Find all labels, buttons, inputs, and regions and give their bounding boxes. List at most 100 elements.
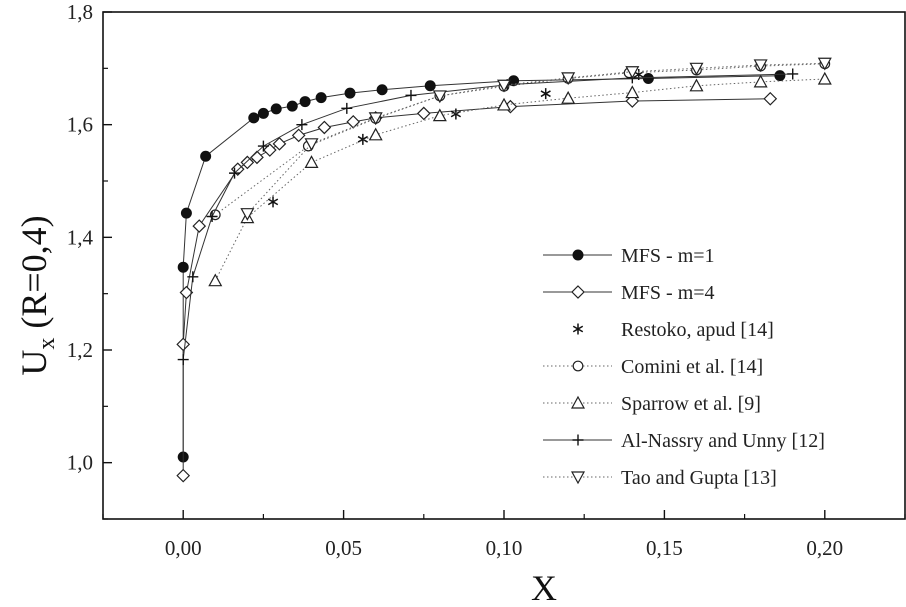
data-point xyxy=(753,59,768,73)
data-point xyxy=(344,87,356,99)
data-point xyxy=(257,140,269,152)
legend-item: MFS - m=4 xyxy=(543,282,715,304)
data-point xyxy=(299,96,311,108)
data-point xyxy=(192,219,207,233)
data-point xyxy=(286,100,298,112)
y-axis-title-rest: (R=0,4) xyxy=(14,215,54,337)
series-line xyxy=(182,75,780,457)
y-axis: 1,0 1,2 1,4 1,6 1,8 xyxy=(67,0,112,520)
data-point xyxy=(496,97,512,111)
data-point xyxy=(272,136,287,151)
plot-area xyxy=(102,11,906,520)
data-point xyxy=(177,354,189,366)
legend-label: Comini et al. [14] xyxy=(621,356,763,378)
data-point xyxy=(787,68,799,80)
data-point xyxy=(432,108,447,122)
data-point xyxy=(376,84,388,96)
data-point xyxy=(817,57,832,71)
data-point xyxy=(180,207,192,219)
x-tick-label: 0,15 xyxy=(646,536,683,560)
legend-item: Tao and Gupta [13] xyxy=(543,467,777,489)
data-point xyxy=(774,70,786,82)
data-point xyxy=(540,88,551,100)
data-point xyxy=(424,80,436,92)
series-line xyxy=(214,78,825,281)
series-line xyxy=(247,62,825,215)
x-tick-label: 0,20 xyxy=(806,536,843,560)
data-point xyxy=(240,208,255,221)
x-axis-title: X xyxy=(531,568,557,607)
data-point xyxy=(416,106,431,121)
data-point xyxy=(689,78,704,92)
y-axis-title: Ux (R=0,4) xyxy=(14,215,60,375)
legend-label: Sparrow et al. [9] xyxy=(621,393,761,415)
legend-item: MFS - m=1 xyxy=(543,245,715,267)
series-4 xyxy=(208,71,832,287)
x-tick-label: 0,00 xyxy=(165,536,202,560)
series-0 xyxy=(177,70,786,463)
y-axis-title-subscript: x xyxy=(34,338,60,350)
data-point xyxy=(625,66,640,79)
data-point xyxy=(291,128,306,143)
legend: MFS - m=1 MFS - m=4 Restoko, apud [14] Comi… xyxy=(543,245,825,489)
legend-item: Restoko, apud [14] xyxy=(572,319,774,341)
data-point xyxy=(200,150,212,162)
data-point xyxy=(753,74,768,88)
data-point xyxy=(496,79,512,93)
series-6 xyxy=(240,57,832,221)
legend-label: MFS - m=1 xyxy=(621,245,715,267)
data-point xyxy=(625,85,640,99)
data-point xyxy=(176,337,191,352)
legend-label: Al-Nassry and Unny [12] xyxy=(621,430,825,452)
data-point xyxy=(432,90,447,104)
data-point xyxy=(240,155,255,170)
series-line xyxy=(215,63,825,216)
data-point xyxy=(561,72,576,86)
series-2 xyxy=(267,69,644,208)
legend-marker xyxy=(572,434,584,446)
data-point xyxy=(405,89,417,101)
data-point xyxy=(357,133,368,145)
legend-item: Comini et al. [14] xyxy=(543,356,763,378)
x-tick-label: 0,10 xyxy=(486,536,523,560)
legend-label: MFS - m=4 xyxy=(621,282,715,304)
svg-text:Ux (R=0,4): Ux (R=0,4) xyxy=(14,215,60,375)
data-point xyxy=(450,108,462,120)
legend-marker xyxy=(570,471,586,485)
legend-label: Restoko, apud [14] xyxy=(621,319,774,341)
data-point xyxy=(817,71,832,85)
data-point xyxy=(270,103,282,115)
y-tick-label: 1,8 xyxy=(67,0,93,24)
data-point xyxy=(368,127,383,141)
legend-marker xyxy=(571,285,585,299)
data-point xyxy=(689,62,704,76)
data-point xyxy=(187,271,199,283)
y-tick-label: 1,2 xyxy=(67,338,93,362)
data-point xyxy=(262,143,277,157)
legend-item: Al-Nassry and Unny [12] xyxy=(543,430,825,452)
legend-item: Sparrow et al. [9] xyxy=(543,393,761,415)
data-point xyxy=(206,210,218,222)
data-point xyxy=(176,468,191,483)
legend-marker xyxy=(572,323,584,335)
data-point xyxy=(296,119,308,131)
y-tick-label: 1,0 xyxy=(67,451,93,475)
data-point xyxy=(304,155,319,169)
data-point xyxy=(248,112,260,124)
data-point xyxy=(257,107,269,119)
series-line xyxy=(182,73,793,360)
legend-marker xyxy=(572,249,584,261)
legend-marker xyxy=(572,360,584,372)
data-point xyxy=(341,102,353,114)
legend-label: Tao and Gupta [13] xyxy=(621,467,777,489)
data-point xyxy=(368,112,383,126)
data-point xyxy=(763,91,778,106)
data-point xyxy=(315,92,327,104)
data-point xyxy=(267,196,279,208)
data-point xyxy=(208,273,223,287)
data-point xyxy=(179,285,194,300)
data-point xyxy=(304,138,319,152)
data-point xyxy=(229,167,241,179)
data-point xyxy=(317,120,332,135)
